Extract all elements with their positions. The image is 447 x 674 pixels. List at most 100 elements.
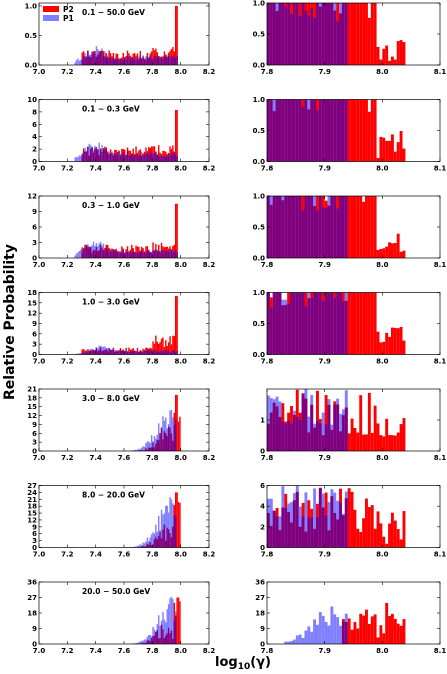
p2-bar bbox=[347, 3, 351, 65]
overlap-bar bbox=[111, 349, 113, 355]
overlap-bar bbox=[339, 502, 342, 548]
p1-bar bbox=[172, 599, 174, 644]
overlap-bar bbox=[172, 638, 174, 644]
overlap-bar bbox=[292, 415, 296, 451]
x-tick-label: 8.2 bbox=[203, 647, 216, 655]
x-tick-label: 7.8 bbox=[146, 551, 159, 559]
p1-bar bbox=[78, 60, 81, 65]
y-tick-label: 8 bbox=[32, 108, 37, 116]
overlap-bar bbox=[324, 424, 328, 451]
x-tick-label: 7.9 bbox=[318, 647, 331, 655]
p2-bar bbox=[402, 511, 406, 548]
overlap-bar bbox=[292, 99, 296, 162]
p2-bar bbox=[359, 3, 363, 65]
overlap-bar bbox=[158, 536, 160, 548]
x-tick-label: 7.4 bbox=[89, 647, 102, 655]
overlap-bar bbox=[278, 530, 282, 548]
y-tick-label: 6 bbox=[32, 224, 37, 232]
overlap-bar bbox=[301, 3, 305, 65]
p2-bar bbox=[385, 246, 389, 258]
p1-bar bbox=[80, 352, 82, 355]
panel-left-0: 7.0 7.2 7.4 7.6 7.8 8.0 8.2 0.0 0.5 1.0 0.1 − 50.0… bbox=[25, 2, 216, 76]
p1-bar bbox=[149, 443, 151, 451]
overlap-bar bbox=[98, 250, 100, 258]
overlap-bar bbox=[102, 149, 105, 162]
overlap-bar bbox=[278, 416, 282, 451]
overlap-bar bbox=[135, 60, 137, 65]
p2-bar bbox=[350, 196, 354, 258]
overlap-bar bbox=[111, 250, 113, 258]
overlap-bar bbox=[142, 545, 144, 548]
overlap-bar bbox=[153, 152, 156, 162]
overlap-bar bbox=[150, 545, 153, 548]
x-tick-label: 7.0 bbox=[33, 454, 46, 462]
overlap-bar bbox=[143, 154, 146, 162]
overlap-bar bbox=[169, 633, 171, 644]
overlap-bar bbox=[166, 633, 168, 644]
x-tick-label: 7.4 bbox=[89, 358, 102, 366]
overlap-bar bbox=[132, 250, 134, 258]
overlap-bar bbox=[295, 416, 299, 451]
p2-bar bbox=[373, 3, 377, 65]
p2-bar bbox=[393, 520, 397, 548]
overlap-bar bbox=[104, 350, 106, 355]
overlap-bar bbox=[172, 55, 174, 65]
p2-bar bbox=[353, 292, 357, 355]
p2-bar bbox=[376, 158, 380, 162]
p2-bar bbox=[385, 543, 389, 548]
p2-bar bbox=[350, 629, 354, 644]
overlap-bar bbox=[145, 59, 147, 65]
p2-bar bbox=[353, 621, 357, 644]
energy-range-label: 1.0 − 3.0 GeV bbox=[82, 298, 140, 307]
overlap-bar bbox=[175, 419, 177, 451]
y-tick-label: 0.0 bbox=[253, 255, 266, 263]
x-tick-label: 7.0 bbox=[33, 68, 46, 76]
p2-bar bbox=[356, 3, 360, 65]
overlap-bar bbox=[269, 204, 273, 258]
overlap-bar bbox=[333, 297, 337, 355]
overlap-bar bbox=[165, 55, 167, 65]
overlap-bar bbox=[90, 57, 92, 65]
p1-bar bbox=[292, 639, 296, 644]
p1-bar bbox=[138, 448, 140, 451]
y-tick-label: 0.0 bbox=[25, 62, 38, 70]
overlap-bar bbox=[81, 352, 83, 355]
overlap-bar bbox=[166, 251, 168, 258]
overlap-bar bbox=[139, 351, 141, 355]
p2-bar bbox=[131, 244, 133, 258]
y-tick-label: 36 bbox=[255, 579, 265, 587]
overlap-bar bbox=[131, 57, 133, 65]
overlap-bar bbox=[175, 516, 177, 548]
overlap-bar bbox=[287, 196, 291, 258]
p2-bar bbox=[158, 343, 160, 355]
x-tick-label: 7.0 bbox=[33, 165, 46, 173]
p2-bar bbox=[362, 201, 366, 258]
overlap-bar bbox=[163, 351, 166, 355]
overlap-bar bbox=[112, 349, 115, 355]
overlap-bar bbox=[148, 155, 150, 162]
p2-bar bbox=[176, 295, 178, 355]
overlap-bar bbox=[122, 151, 124, 162]
overlap-bar bbox=[159, 531, 161, 548]
overlap-bar bbox=[119, 155, 122, 162]
legend-swatch-p1 bbox=[43, 15, 59, 21]
p2-bar bbox=[359, 531, 363, 548]
x-tick-label: 7.8 bbox=[146, 647, 159, 655]
p2-bar bbox=[362, 518, 366, 548]
overlap-bar bbox=[160, 428, 163, 451]
overlap-bar bbox=[125, 154, 127, 162]
overlap-bar bbox=[313, 99, 317, 162]
overlap-bar bbox=[313, 427, 317, 451]
overlap-bar bbox=[321, 435, 325, 451]
overlap-bar bbox=[307, 109, 311, 162]
p1-bar bbox=[321, 615, 325, 644]
p2-bar bbox=[350, 3, 354, 65]
overlap-bar bbox=[327, 99, 331, 162]
x-tick-label: 7.2 bbox=[61, 261, 74, 269]
overlap-bar bbox=[135, 155, 137, 162]
p2-bar bbox=[176, 110, 178, 162]
overlap-bar bbox=[163, 524, 166, 548]
overlap-bar bbox=[142, 352, 144, 355]
overlap-bar bbox=[145, 350, 147, 355]
overlap-bar bbox=[102, 56, 105, 65]
